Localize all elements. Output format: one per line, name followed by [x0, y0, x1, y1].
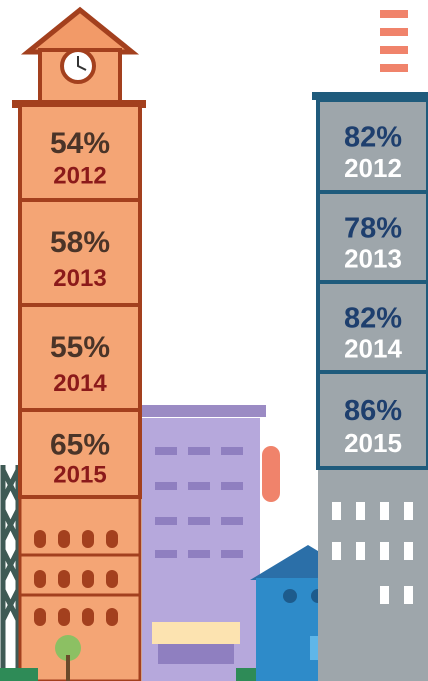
value-label: 55%: [50, 331, 110, 364]
year-label: 2013: [344, 243, 402, 273]
tower-segment: [316, 370, 428, 470]
tower-segment: [18, 303, 142, 412]
purple-building: [140, 405, 280, 681]
year-label: 2013: [53, 265, 106, 292]
value-label: 58%: [50, 226, 110, 259]
tower-segment: [316, 98, 428, 194]
year-label: 2012: [53, 163, 106, 190]
value-label: 82%: [344, 302, 402, 334]
year-label: 2014: [53, 370, 107, 397]
tower-segment: [18, 198, 142, 307]
value-label: 54%: [50, 127, 110, 160]
year-label: 2014: [344, 333, 402, 363]
tower-segment: [18, 408, 142, 499]
right-top: [312, 10, 428, 100]
tower-segment: [316, 190, 428, 284]
year-label: 2015: [344, 428, 402, 458]
clock-top: [12, 6, 146, 108]
tower-segment: [18, 103, 142, 202]
value-label: 78%: [344, 212, 402, 244]
value-label: 86%: [344, 395, 402, 427]
left-base: [0, 495, 142, 681]
year-label: 2012: [344, 153, 402, 183]
towers: 54%201258%201355%201465%201582%201278%20…: [18, 98, 428, 499]
year-label: 2015: [53, 461, 106, 488]
value-label: 65%: [50, 428, 110, 461]
value-label: 82%: [344, 121, 402, 153]
scaffold: [0, 465, 21, 681]
right-base: [318, 468, 428, 681]
